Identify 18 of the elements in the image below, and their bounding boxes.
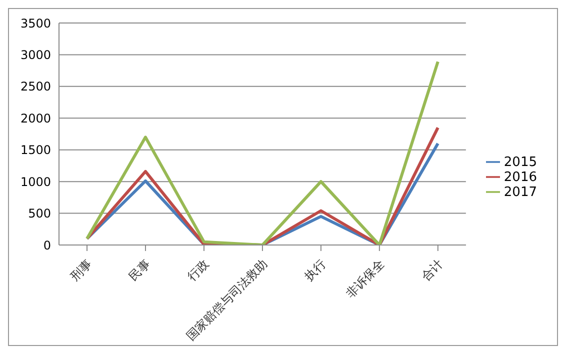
x-tick-label: 民事 <box>126 256 154 284</box>
y-tick-label: 0 <box>43 238 51 252</box>
x-tick-label: 非诉保全 <box>343 256 388 301</box>
y-tick-label: 3500 <box>20 16 51 30</box>
y-tick-label: 1500 <box>20 143 51 158</box>
y-tick-label: 3000 <box>20 48 51 62</box>
legend-label: 2017 <box>504 184 537 200</box>
legend-label: 2016 <box>504 170 537 184</box>
x-tick-label: 刑事 <box>68 256 95 284</box>
y-tick-label: 2500 <box>20 80 51 94</box>
x-tick-label: 合计 <box>418 256 446 284</box>
legend-label: 2015 <box>504 154 537 170</box>
x-tick-label: 行政 <box>184 256 212 284</box>
x-tick-label: 执行 <box>302 256 329 284</box>
line-series <box>86 60 440 245</box>
y-tick-label: 1000 <box>20 174 51 189</box>
y-tick-label: 500 <box>28 206 51 221</box>
y-tick-label: 2000 <box>20 111 51 126</box>
